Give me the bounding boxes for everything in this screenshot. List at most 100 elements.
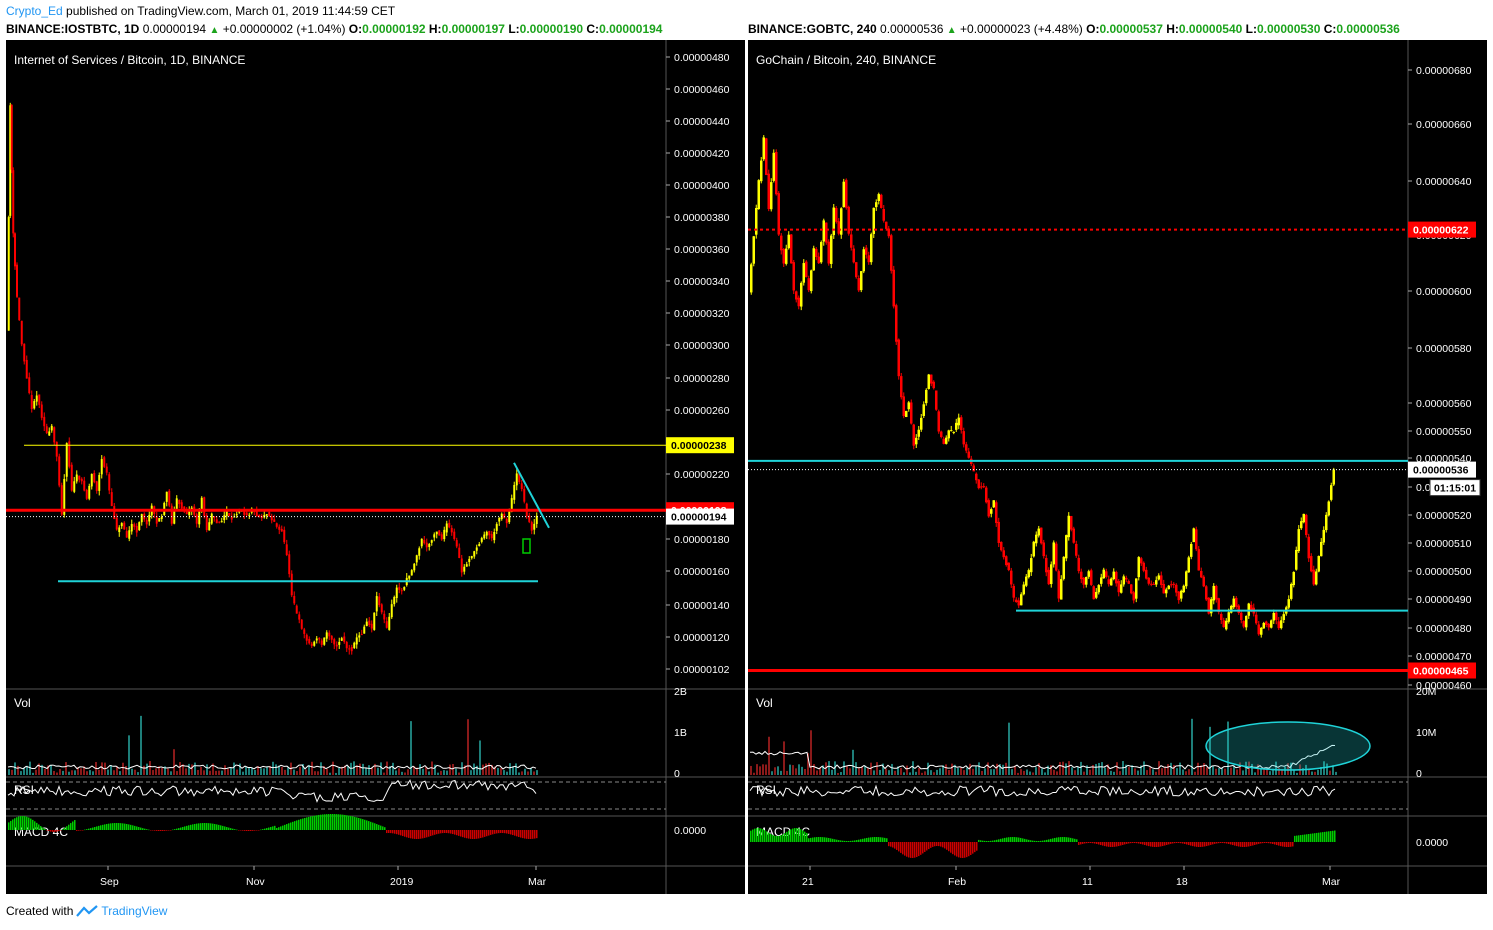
volume-bar xyxy=(341,766,343,775)
macd-bar xyxy=(1200,842,1202,847)
candle-up xyxy=(1262,623,1265,629)
volume-bar xyxy=(837,772,839,775)
volume-bar xyxy=(491,764,493,775)
macd-bar xyxy=(486,830,488,837)
candle-down xyxy=(20,320,23,345)
y-tick-label: 0.00000490 xyxy=(1416,594,1472,606)
volume-bar xyxy=(1155,771,1157,775)
candle-up xyxy=(408,575,411,579)
macd-bar xyxy=(128,824,130,830)
macd-bar xyxy=(1088,842,1090,844)
macd-bar xyxy=(1010,837,1012,842)
macd-bar xyxy=(472,830,474,839)
macd-bar xyxy=(828,837,830,842)
candle-up xyxy=(415,555,418,563)
volume-bar xyxy=(915,771,917,775)
macd-bar xyxy=(1214,842,1216,844)
macd-bar xyxy=(158,830,160,831)
volume-tick-label: 1B xyxy=(674,727,687,739)
macd-bar xyxy=(1120,842,1122,846)
candle-down xyxy=(275,523,278,527)
author-link[interactable]: Crypto_Ed xyxy=(6,4,63,18)
macd-bar xyxy=(506,830,508,834)
macd-bar xyxy=(930,842,932,848)
macd-bar xyxy=(302,818,304,830)
candle-up xyxy=(1110,578,1113,586)
candle-up xyxy=(925,389,928,404)
y-tick-label: 0.00000680 xyxy=(1416,65,1472,77)
candle-up xyxy=(1182,585,1185,593)
candle-down xyxy=(213,516,216,518)
candle-down xyxy=(133,524,136,527)
macd-bar xyxy=(1134,842,1136,844)
macd-bar xyxy=(866,837,868,842)
macd-bar xyxy=(478,830,480,839)
candle-up xyxy=(750,264,753,293)
macd-bar xyxy=(782,834,784,842)
macd-bar xyxy=(1244,842,1246,847)
volume-bar xyxy=(425,766,427,775)
candle-down xyxy=(1310,556,1313,572)
candle-down xyxy=(962,431,965,445)
macd-bar xyxy=(152,830,154,831)
y-tick-label: 0.00000300 xyxy=(674,340,730,352)
candle-down xyxy=(1080,571,1083,580)
volume-bar xyxy=(182,764,184,775)
macd-bar xyxy=(80,830,82,831)
macd-bar xyxy=(850,840,852,842)
macd-bar xyxy=(22,816,24,830)
macd-bar xyxy=(1116,842,1118,847)
tradingview-link[interactable]: TradingView xyxy=(101,904,168,918)
candle-up xyxy=(498,517,501,522)
left-chart[interactable]: Internet of Services / Bitcoin, 1D, BINA… xyxy=(6,40,745,894)
candle-down xyxy=(975,473,978,481)
candle-down xyxy=(1002,550,1005,558)
candle-up xyxy=(1290,584,1293,599)
macd-bar xyxy=(398,830,400,835)
x-tick-label: 11 xyxy=(1082,876,1093,888)
candle-up xyxy=(1325,514,1328,531)
macd-bar xyxy=(764,830,766,842)
volume-bar xyxy=(816,770,818,775)
candle-up xyxy=(508,511,511,523)
macd-bar xyxy=(20,816,22,830)
candle-up xyxy=(1245,615,1248,628)
y-tick-label: 0.00000360 xyxy=(674,244,730,256)
volume-bar xyxy=(53,770,55,775)
macd-bar xyxy=(954,842,956,856)
macd-bar xyxy=(458,830,460,836)
volume-bar xyxy=(1242,770,1244,775)
macd-bar xyxy=(1144,842,1146,846)
macd-bar xyxy=(786,831,788,842)
macd-bar xyxy=(1172,842,1174,844)
macd-bar xyxy=(170,830,172,831)
macd-bar xyxy=(910,842,912,858)
macd-bar xyxy=(904,842,906,856)
macd-bar xyxy=(1170,842,1172,844)
volume-bar xyxy=(140,715,142,775)
candle-down xyxy=(228,513,231,517)
candle-up xyxy=(225,510,228,517)
candle-up xyxy=(1282,614,1285,620)
candle-down xyxy=(385,621,388,628)
candle-down xyxy=(932,381,935,389)
macd-bar xyxy=(918,842,920,857)
macd-bar xyxy=(1300,835,1302,842)
volume-bar xyxy=(879,769,881,775)
candle-up xyxy=(188,509,191,516)
candle-up xyxy=(1260,627,1263,635)
macd-bar xyxy=(438,830,440,834)
macd-bar xyxy=(310,816,312,830)
macd-bar xyxy=(322,814,324,830)
candle-up xyxy=(752,236,755,264)
macd-bar xyxy=(366,820,368,830)
volume-bar xyxy=(867,767,869,775)
left-c-label: C: xyxy=(586,22,600,36)
volume-bar xyxy=(870,762,872,775)
right-chart[interactable]: GoChain / Bitcoin, 240, BINANCE 0.0000068… xyxy=(748,40,1487,894)
macd-bar xyxy=(760,828,762,842)
macd-bar xyxy=(1064,837,1066,842)
candle-up xyxy=(832,207,835,236)
volume-bar xyxy=(1278,768,1280,775)
volume-bar xyxy=(467,719,469,775)
